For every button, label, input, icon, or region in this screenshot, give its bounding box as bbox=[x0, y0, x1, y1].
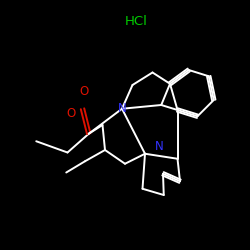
Text: O: O bbox=[79, 85, 88, 98]
Text: HCl: HCl bbox=[125, 15, 148, 28]
Text: N: N bbox=[118, 102, 126, 115]
Text: N: N bbox=[155, 140, 164, 153]
Text: O: O bbox=[66, 107, 76, 120]
